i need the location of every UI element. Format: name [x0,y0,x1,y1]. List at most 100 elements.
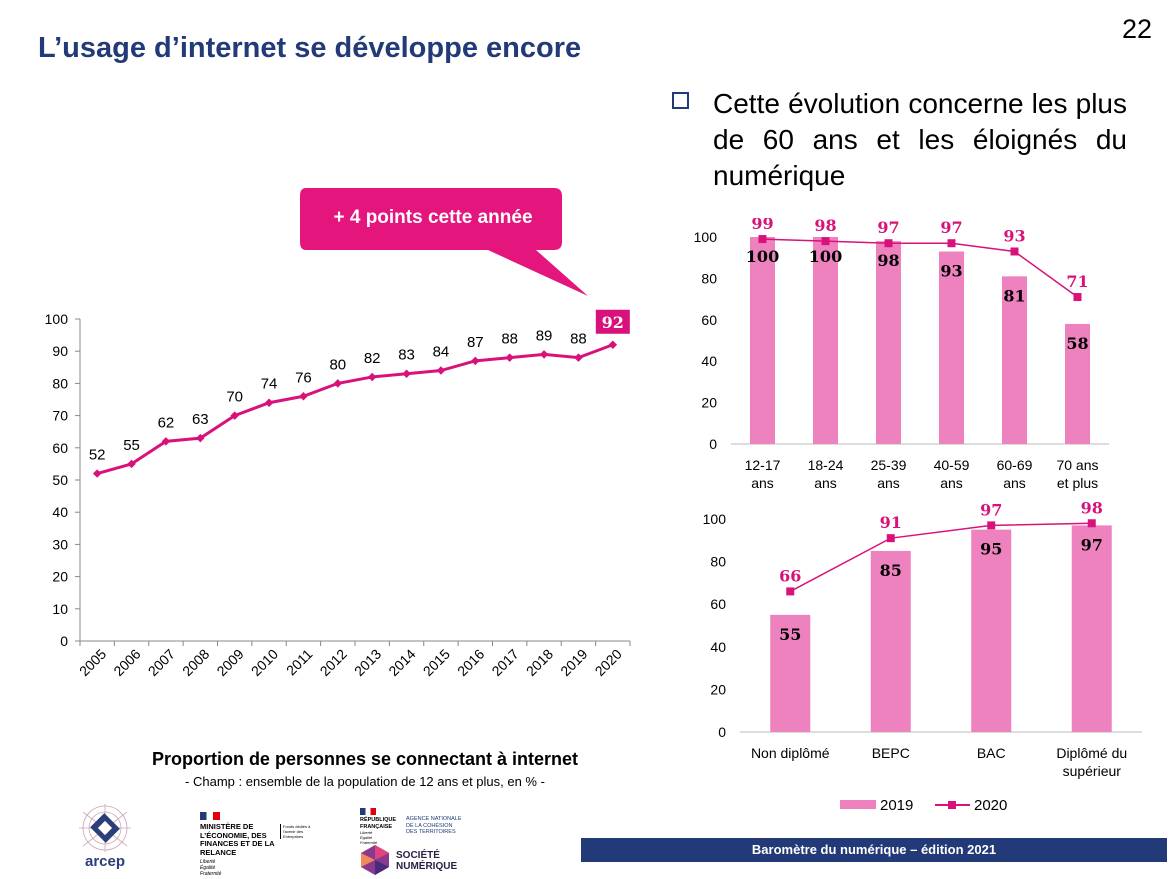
data-point [264,398,274,407]
category-label: supérieur [1063,763,1122,779]
legend-swatch-2019 [840,800,876,809]
category-label: ans [877,475,900,491]
x-tick-label: 2006 [110,646,143,679]
category-label: et plus [1057,475,1098,491]
data-label: 88 [501,331,518,348]
data-label: 62 [158,414,175,431]
x-tick-label: 2007 [145,646,178,679]
y-tick-label: 30 [52,536,68,552]
legend-label-2019: 2019 [880,797,913,814]
data-point [196,433,205,443]
bar-2019 [1065,323,1090,444]
y-tick-label: 100 [703,511,727,527]
line-label-2020: 97 [940,218,962,237]
bar-2019 [750,237,775,444]
y-tick-label: 60 [701,312,717,328]
x-tick-label: 2008 [179,646,212,679]
category-label: 18-24 [808,457,844,473]
rf-text: RÉPUBLIQUE FRANÇAISE [360,817,397,830]
y-tick-label: 20 [701,395,717,411]
y-tick-label: 20 [710,681,726,697]
category-label: BAC [977,745,1006,761]
bar-label-2019: 58 [1066,334,1088,353]
bar-2019 [813,237,838,444]
x-tick-label: 2010 [248,646,281,679]
category-label: ans [814,475,837,491]
marker-2020 [1010,247,1019,256]
chart-caption: Proportion de personnes se connectant à … [151,749,579,769]
marker-2020 [884,239,893,248]
x-tick-label: 2009 [213,646,246,679]
marker-2020 [786,587,795,596]
data-label: 82 [364,350,381,367]
data-label: 76 [295,369,312,386]
ministere-logo: MINISTÈRE DE L’ÉCONOMIE, DES FINANCES ET… [200,812,310,877]
data-point [608,340,618,350]
line-label-2020: 93 [1003,226,1025,245]
age-bar-chart: 0 20 40 60 80 100 100 100 98 93 81 58 99 98 97 97 93 71 12… [694,218,1109,491]
footer-bar: Baromètre du numérique – édition 2021 [581,838,1167,862]
line-label-2020: 98 [814,218,836,235]
data-label: 55 [123,437,140,454]
category-label: Non diplômé [751,745,830,761]
bar-label-2019: 98 [877,251,899,270]
x-tick-label: 2015 [420,646,453,679]
bar-label-2019: 93 [940,261,962,280]
data-point [333,379,343,388]
x-tick-label: 2013 [351,646,384,679]
data-label: 84 [433,344,450,361]
x-tick-label: 2014 [385,646,418,679]
marker-2020 [758,235,767,244]
y-tick-label: 80 [710,554,726,570]
marker-2020 [987,521,996,530]
category-label: 40-59 [934,457,970,473]
category-label: ans [1003,475,1026,491]
y-tick-label: 50 [52,472,68,488]
y-tick-label: 80 [701,270,717,286]
bar-2019 [1071,525,1112,732]
data-point [505,353,514,362]
y-tick-label: 0 [718,724,726,740]
marker-2020 [886,534,895,543]
data-point [574,353,583,362]
data-point [92,469,102,478]
arcep-logo: arcep [79,804,131,870]
data-point [367,372,377,382]
marker-2020 [947,239,956,248]
bar-label-2019: 55 [779,625,801,644]
bar-label-2019: 81 [1003,286,1025,305]
chart-subcaption: - Champ : ensemble de la population de 1… [185,774,545,789]
bullet-text: Cette évolution concerne les plus de 60 … [713,88,1127,191]
data-label: 88 [570,331,587,348]
page-number: 22 [1121,14,1152,44]
anct-text: AGENCE NATIONALE DE LA COHÉSION DES TERR… [406,816,462,835]
legend-label-2020: 2020 [974,797,1007,814]
line-label-2020: 97 [980,500,1002,519]
data-point [402,369,411,378]
y-tick-label: 100 [45,311,69,327]
category-label: Diplômé du [1056,745,1127,761]
y-tick-label: 100 [694,229,718,245]
societe-numerique-text: SOCIÉTÉ NUMÉRIQUE [396,850,458,872]
data-label: 74 [261,376,278,393]
x-tick-label: 2012 [317,646,350,679]
series-line-2020 [762,238,1078,298]
callout-bubble [300,188,588,296]
y-tick-label: 0 [60,633,68,649]
category-label: 25-39 [871,457,907,473]
series-line-2020 [789,522,1092,593]
bar-2019 [1002,276,1027,444]
x-tick-label: 2017 [488,646,521,679]
y-tick-label: 40 [701,353,717,369]
category-label: 12-17 [745,457,781,473]
diploma-bar-chart: 0 20 40 60 80 100 55 85 95 97 66 91 97 98 Non diplômé B… [703,500,1142,779]
societe-numerique-icon [361,845,389,875]
data-point [436,366,446,375]
bar-label-2019: 85 [880,561,902,580]
bar-2019 [939,251,964,444]
x-tick-label: 2016 [454,646,487,679]
bar-2019 [870,550,911,732]
ministere-motto: Liberté Égalité Fraternité [200,859,222,877]
french-flag-icon [360,808,376,815]
data-label: 89 [536,327,553,344]
